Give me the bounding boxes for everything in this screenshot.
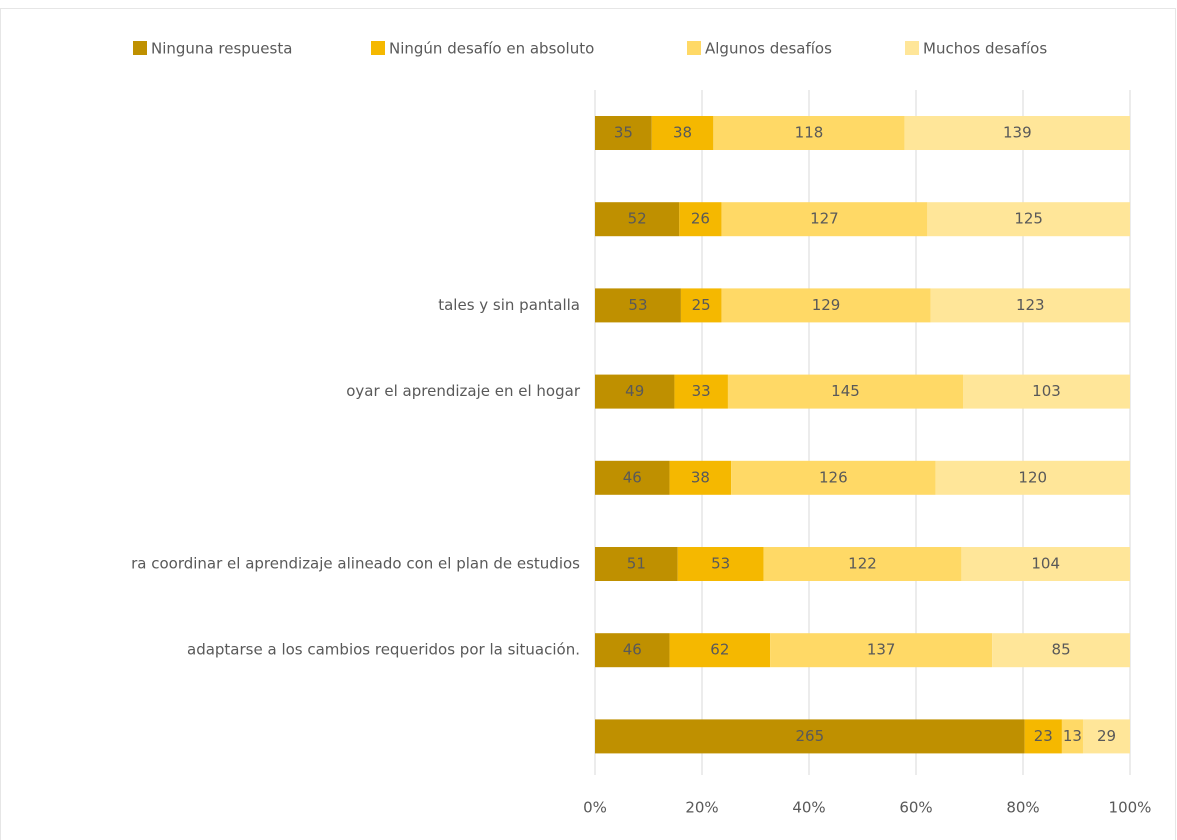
value-label: 38 [673, 124, 692, 142]
bar-segment [721, 288, 931, 323]
value-label: 265 [795, 727, 824, 745]
value-label: 104 [1031, 555, 1060, 573]
value-label: 46 [623, 468, 642, 486]
x-tick-label: 40% [792, 799, 825, 817]
bar-segment [595, 116, 652, 150]
value-label: 129 [812, 296, 841, 314]
bar-segment [595, 460, 670, 495]
value-label: 25 [692, 296, 711, 314]
value-label: 33 [692, 382, 711, 400]
value-label: 35 [614, 124, 633, 142]
bar-segment [713, 116, 905, 150]
bar-segment [930, 288, 1130, 323]
legend-label: Ningún desafío en absoluto [389, 40, 594, 58]
x-tick-label: 80% [1006, 799, 1039, 817]
bar-segment [992, 633, 1130, 668]
value-label: 46 [623, 641, 642, 659]
bar-segment [595, 633, 670, 668]
legend-label: Algunos desafíos [705, 40, 832, 58]
bar-segment [963, 374, 1130, 409]
value-label: 139 [1003, 124, 1032, 142]
bar-segment [721, 202, 928, 237]
legend-swatch [371, 41, 385, 55]
bar-segment [727, 374, 964, 409]
bar-segment [674, 374, 728, 409]
legend-swatch [133, 41, 147, 55]
value-label: 127 [810, 210, 839, 228]
bar-segment [595, 288, 681, 323]
value-label: 122 [848, 555, 877, 573]
legend-label: Muchos desafíos [923, 40, 1047, 58]
bar-segment [927, 202, 1130, 237]
bar-segment [595, 202, 680, 237]
value-label: 53 [628, 296, 647, 314]
bar-segment [679, 202, 722, 237]
value-label: 123 [1016, 296, 1045, 314]
value-label: 53 [711, 555, 730, 573]
bar-segment [1082, 719, 1130, 754]
x-tick-label: 20% [685, 799, 718, 817]
value-label: 145 [831, 382, 860, 400]
bar-segment [935, 460, 1130, 495]
bar-segment [731, 460, 936, 495]
bar-segment [1024, 719, 1062, 754]
bar-segment [904, 116, 1130, 150]
x-tick-label: 100% [1109, 799, 1152, 817]
chart-frame [0, 8, 1176, 840]
bar-segment [763, 547, 962, 581]
value-label: 137 [867, 641, 896, 659]
value-label: 23 [1034, 727, 1053, 745]
value-label: 26 [691, 210, 710, 228]
legend-swatch [687, 41, 701, 55]
bar-segment [595, 374, 675, 409]
bar-segment [651, 116, 714, 150]
value-label: 118 [795, 124, 824, 142]
bar-segment [1061, 719, 1083, 754]
x-tick-label: 0% [583, 799, 607, 817]
category-label: oyar el aprendizaje en el hogar [346, 382, 581, 400]
x-tick-label: 60% [899, 799, 932, 817]
value-label: 38 [691, 468, 710, 486]
value-label: 62 [710, 641, 729, 659]
legend-swatch [905, 41, 919, 55]
bar-segment [669, 633, 771, 668]
category-label: ra coordinar el aprendizaje alineado con… [131, 555, 580, 573]
value-label: 13 [1063, 727, 1082, 745]
bar-segment [680, 288, 722, 323]
legend-label: Ninguna respuesta [151, 40, 292, 58]
category-label: tales y sin pantalla [438, 296, 580, 314]
value-label: 29 [1097, 727, 1116, 745]
value-label: 85 [1052, 641, 1071, 659]
value-label: 125 [1014, 210, 1043, 228]
bar-segment [961, 547, 1130, 581]
value-label: 126 [819, 468, 848, 486]
category-label: adaptarse a los cambios requeridos por l… [187, 641, 580, 659]
value-label: 52 [628, 210, 647, 228]
bar-segment [669, 460, 732, 495]
bar-segment [595, 719, 1025, 754]
value-label: 120 [1018, 468, 1047, 486]
value-label: 51 [627, 555, 646, 573]
value-label: 103 [1032, 382, 1061, 400]
bar-segment [595, 547, 678, 581]
value-label: 49 [625, 382, 644, 400]
bar-segment [677, 547, 764, 581]
bar-segment [770, 633, 993, 668]
